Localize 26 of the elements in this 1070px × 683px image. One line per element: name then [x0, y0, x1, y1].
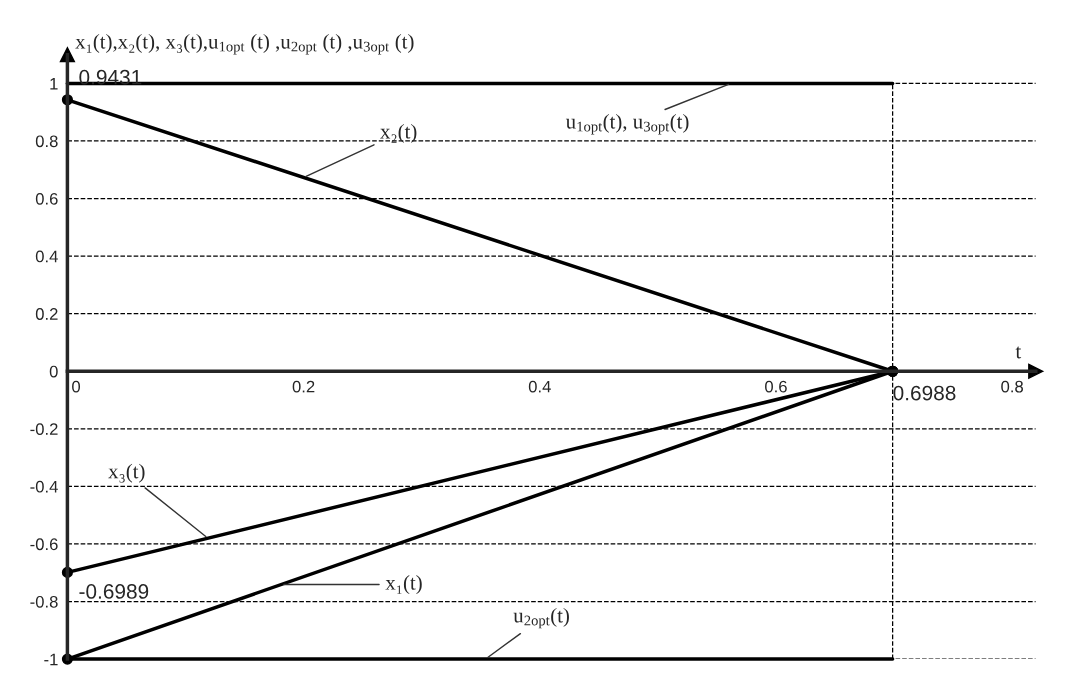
- annotation: u$_{2opt}$(t): [513, 607, 569, 629]
- x-tick-label: 0.8: [1001, 380, 1023, 393]
- y-tick-label: 0.4: [35, 250, 58, 263]
- x-tick-label: 0.2: [292, 380, 315, 393]
- y-axis-title: x₁(t),x₂(t), x₃(t),u$_{1opt}$ (t) ,u$_{2opt}$ (t) ,u$_{3opt}$ (t): [75, 34, 414, 55]
- annotation: -0.6989: [79, 584, 149, 599]
- x-tick-label: 0.4: [528, 380, 551, 393]
- y-tick-label: 0.2: [35, 308, 58, 320]
- y-tick-label: 0: [49, 365, 58, 378]
- y-tick-label: 0.6: [35, 192, 58, 205]
- x-axis-title: t: [1015, 346, 1022, 359]
- y-tick-label: -0.4: [30, 480, 58, 493]
- x-tick-label: 0.6: [765, 380, 787, 393]
- y-tick-label: 1: [50, 78, 58, 90]
- annotation: x₁(t): [385, 575, 422, 594]
- annotation: x₃(t): [108, 463, 145, 483]
- y-tick-label: -1: [44, 653, 58, 666]
- y-tick-label: -0.2: [30, 423, 58, 436]
- y-tick-label: 0.8: [35, 135, 58, 148]
- annotation: u$_{1opt}$(t), u$_{3opt}$(t): [565, 113, 689, 135]
- y-tick-label: -0.6: [30, 538, 58, 551]
- annotation: 0.9431: [79, 69, 142, 85]
- annotation: 0.6988: [893, 385, 956, 401]
- y-tick-label: -0.8: [30, 595, 58, 608]
- x-tick-label: 0: [72, 380, 81, 393]
- annotation: x₂(t): [380, 123, 417, 143]
